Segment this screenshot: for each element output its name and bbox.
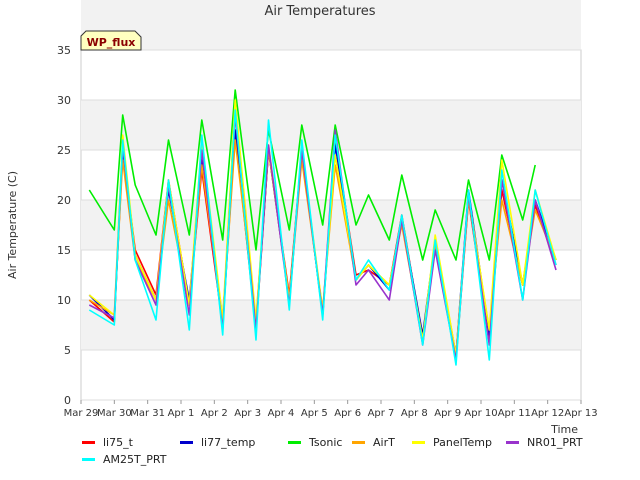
legend-label: li75_t bbox=[103, 436, 133, 449]
x-tick-label: Apr 7 bbox=[368, 408, 395, 419]
legend-item-am25t-prt: AM25T_PRT bbox=[82, 453, 166, 466]
series-line-am25t-prt bbox=[88, 109, 557, 366]
y-tick-label: 15 bbox=[57, 244, 71, 257]
series-line-tsonic bbox=[88, 89, 536, 261]
y-tick-label: 5 bbox=[64, 344, 71, 357]
legend-item-nr01-prt: NR01_PRT bbox=[506, 436, 583, 449]
wp-flux-badge-box bbox=[80, 30, 142, 51]
legend-label: NR01_PRT bbox=[527, 436, 583, 449]
x-tick-label: Apr 10 bbox=[464, 408, 497, 419]
x-tick-label: Apr 6 bbox=[334, 408, 361, 419]
legend-item-paneltemp: PanelTemp bbox=[412, 436, 492, 449]
x-tick-label: Apr 1 bbox=[168, 408, 195, 419]
y-tick-label: 25 bbox=[57, 144, 71, 157]
legend-item-li75-t: li75_t bbox=[82, 436, 133, 449]
legend-swatch bbox=[82, 458, 95, 461]
y-tick-label: 10 bbox=[57, 294, 71, 307]
plot-band bbox=[81, 300, 581, 350]
y-tick-label: 20 bbox=[57, 194, 71, 207]
series-lines bbox=[88, 89, 557, 366]
legend-label: AirT bbox=[373, 436, 395, 449]
x-tick-label: Mar 29 bbox=[64, 408, 99, 419]
legend-swatch bbox=[352, 441, 365, 444]
x-tick-label: Apr 12 bbox=[531, 408, 564, 419]
wp-flux-badge-label: WP_flux bbox=[87, 36, 136, 49]
legend-swatch bbox=[288, 441, 301, 444]
y-tick-label: 35 bbox=[57, 44, 71, 57]
legend-label: PanelTemp bbox=[433, 436, 492, 449]
x-tick-label: Mar 31 bbox=[130, 408, 165, 419]
chart-title: Air Temperatures bbox=[264, 4, 375, 19]
x-tick-label: Apr 5 bbox=[301, 408, 328, 419]
x-tick-label: Apr 4 bbox=[268, 408, 295, 419]
x-tick-label: Apr 9 bbox=[434, 408, 461, 419]
legend-swatch bbox=[412, 441, 425, 444]
x-tick-label: Apr 13 bbox=[564, 408, 597, 419]
plot-band bbox=[81, 100, 581, 150]
x-tick-label: Apr 2 bbox=[201, 408, 228, 419]
y-tick-label: 30 bbox=[57, 94, 71, 107]
legend-item-tsonic: Tsonic bbox=[288, 436, 342, 449]
x-tick-label: Apr 11 bbox=[498, 408, 531, 419]
legend-label: li77_temp bbox=[201, 436, 256, 449]
x-tick-label: Apr 8 bbox=[401, 408, 428, 419]
legend-item-airt: AirT bbox=[352, 436, 395, 449]
legend-item-li77-temp: li77_temp bbox=[180, 436, 255, 449]
legend-swatch bbox=[82, 441, 95, 444]
x-axis-label: Time bbox=[550, 423, 578, 436]
legend-label: Tsonic bbox=[309, 436, 343, 449]
y-axis-label: Air Temperature (C) bbox=[6, 171, 19, 279]
x-tick-label: Apr 3 bbox=[234, 408, 261, 419]
y-axis-ticks: 0 5 10 15 20 25 30 35 bbox=[57, 44, 71, 407]
x-tick-label: Mar 30 bbox=[97, 408, 132, 419]
plot-band bbox=[81, 0, 581, 50]
wp-flux-badge: WP_flux bbox=[80, 30, 142, 51]
legend-swatch bbox=[506, 441, 519, 444]
y-tick-label: 0 bbox=[64, 394, 71, 407]
legend-label: AM25T_PRT bbox=[103, 453, 167, 466]
legend-swatch bbox=[180, 441, 193, 444]
